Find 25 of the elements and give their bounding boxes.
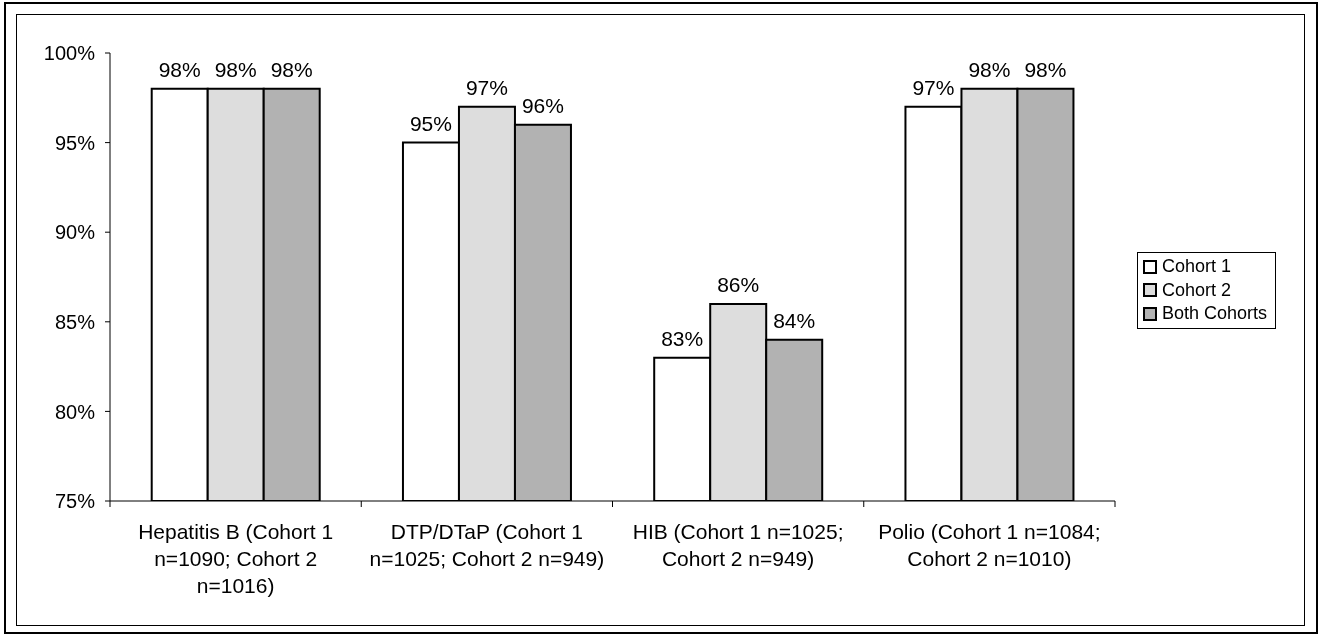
data-label: 97% [465,75,508,99]
x-tick-label: DTP/DTaP (Cohort 1 n=1025; Cohort 2 n=949) [369,520,605,570]
data-label: 98% [968,57,1011,81]
data-label: 98% [1024,57,1067,81]
data-label: 83% [661,326,704,350]
data-label: 96% [521,93,564,117]
legend-label: Both Cohorts [1162,303,1268,325]
y-tick-label: 100% [43,42,96,65]
data-label: 97% [912,75,955,99]
data-label: 95% [409,111,452,135]
legend-label: Cohort 2 [1162,279,1232,301]
y-tick-label: 90% [54,221,96,244]
x-tick-label: HIB (Cohort 1 n=1025; Cohort 2 n=949) [632,520,844,570]
legend-label: Cohort 1 [1162,256,1232,278]
x-tick-label: Hepatitis B (Cohort 1 n=1090; Cohort 2 n=1016) [138,520,334,597]
x-tick-label: Polio (Cohort 1 n=1084; Cohort 2 n=1010) [878,520,1101,570]
data-label: 98% [214,57,257,81]
data-label: 84% [773,308,816,332]
y-tick-label: 85% [54,310,96,333]
data-label: 98% [158,57,201,81]
data-label: 86% [717,272,760,296]
y-tick-label: 95% [54,131,96,154]
y-tick-label: 80% [54,400,96,423]
y-tick-label: 75% [54,490,96,513]
data-label: 98% [270,57,313,81]
